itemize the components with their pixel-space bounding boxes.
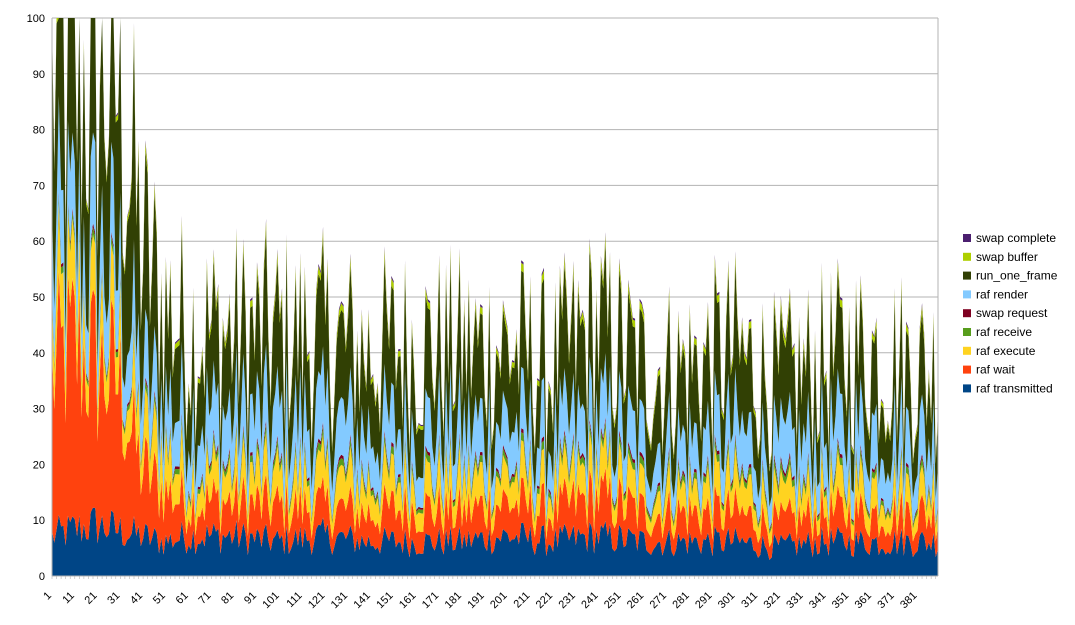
data-areas bbox=[52, 18, 938, 576]
area-raf-render bbox=[52, 95, 938, 530]
axes bbox=[51, 18, 939, 579]
x-tick-label-1: 1 bbox=[41, 590, 54, 603]
legend-swatch-raf-receive bbox=[963, 328, 971, 336]
legend-swatch-raf-execute bbox=[963, 346, 971, 355]
area-raf-execute bbox=[52, 203, 938, 547]
y-tick-label-40: 40 bbox=[33, 348, 45, 360]
x-tick-label-321: 321 bbox=[761, 590, 782, 611]
legend-label-raf-receive: raf receive bbox=[976, 325, 1032, 339]
x-tick-label-81: 81 bbox=[219, 590, 236, 607]
x-tick-label-141: 141 bbox=[352, 590, 373, 611]
y-tick-label-70: 70 bbox=[33, 180, 45, 192]
x-tick-label-211: 211 bbox=[512, 590, 533, 611]
x-tick-label-281: 281 bbox=[670, 590, 691, 611]
x-tick-label-201: 201 bbox=[488, 590, 509, 611]
area-raf-wait bbox=[52, 269, 938, 560]
x-tick-label-241: 241 bbox=[579, 590, 600, 611]
x-tick-label-341: 341 bbox=[807, 590, 828, 611]
legend-swatch-raf-transmitted bbox=[963, 384, 971, 393]
x-tick-label-311: 311 bbox=[739, 590, 760, 611]
x-tick-label-191: 191 bbox=[465, 590, 486, 611]
x-tick-label-91: 91 bbox=[242, 590, 259, 607]
x-tick-label-21: 21 bbox=[83, 590, 100, 607]
y-tick-label-30: 30 bbox=[33, 404, 45, 416]
x-tick-label-71: 71 bbox=[196, 590, 213, 607]
x-tick-label-361: 361 bbox=[853, 590, 874, 611]
x-tick-label-111: 111 bbox=[284, 590, 304, 610]
legend-swatch-swap-request bbox=[963, 309, 971, 318]
y-tick-label-100: 100 bbox=[27, 13, 45, 25]
legend-label-swap-request: swap request bbox=[976, 306, 1048, 320]
y-axis-tick-labels: 0 10 20 30 40 50 60 70 80 90 100 bbox=[27, 13, 45, 583]
x-tick-label-121: 121 bbox=[306, 590, 327, 611]
x-tick-label-181: 181 bbox=[443, 590, 464, 611]
x-tick-label-61: 61 bbox=[174, 590, 191, 607]
legend-swatch-raf-wait bbox=[963, 365, 971, 374]
x-tick-label-171: 171 bbox=[420, 590, 441, 611]
x-tick-label-371: 371 bbox=[875, 590, 896, 611]
x-tick-label-161: 161 bbox=[397, 590, 418, 611]
y-tick-label-90: 90 bbox=[33, 69, 45, 81]
x-tick-label-231: 231 bbox=[557, 590, 578, 611]
legend-label-swap-buffer: swap buffer bbox=[976, 250, 1038, 264]
x-tick-label-151: 151 bbox=[374, 590, 395, 611]
x-tick-label-221: 221 bbox=[534, 590, 555, 611]
y-tick-label-10: 10 bbox=[33, 515, 45, 527]
y-tick-label-60: 60 bbox=[33, 236, 45, 248]
legend-swatch-run-one-frame bbox=[963, 271, 971, 280]
x-tick-label-261: 261 bbox=[625, 590, 646, 611]
x-tick-label-291: 291 bbox=[693, 590, 714, 611]
y-tick-label-20: 20 bbox=[33, 459, 45, 471]
x-tick-label-131: 131 bbox=[329, 590, 350, 611]
legend-swatch-swap-buffer bbox=[963, 252, 971, 261]
x-tick-label-271: 271 bbox=[648, 590, 669, 611]
legend-label-raf-transmitted: raf transmitted bbox=[976, 381, 1053, 395]
legend-label-raf-render: raf render bbox=[976, 287, 1028, 301]
area-run-one-frame bbox=[52, 18, 938, 508]
x-tick-label-41: 41 bbox=[128, 590, 145, 607]
legend-label-swap-complete: swap complete bbox=[976, 231, 1056, 245]
legend-label-run-one-frame: run_one_frame bbox=[976, 269, 1058, 283]
x-tick-label-251: 251 bbox=[602, 590, 623, 611]
legend-label-raf-execute: raf execute bbox=[976, 344, 1036, 358]
x-tick-label-101: 101 bbox=[260, 590, 281, 611]
x-tick-label-31: 31 bbox=[105, 590, 122, 607]
x-tick-label-11: 11 bbox=[60, 590, 77, 607]
legend: swap complete swap buffer run_one_frameraf… bbox=[963, 231, 1058, 395]
y-tick-label-0: 0 bbox=[39, 571, 45, 583]
x-tick-label-351: 351 bbox=[830, 590, 851, 611]
x-tick-label-381: 381 bbox=[898, 590, 919, 611]
x-tick-label-301: 301 bbox=[716, 590, 737, 611]
x-tick-label-331: 331 bbox=[784, 590, 805, 611]
legend-swatch-swap-complete bbox=[963, 234, 971, 242]
x-tick-label-51: 51 bbox=[151, 590, 168, 607]
y-tick-label-50: 50 bbox=[33, 292, 45, 304]
legend-swatch-raf-render bbox=[963, 290, 971, 299]
legend-label-raf-wait: raf wait bbox=[976, 363, 1015, 377]
area-raf-transmitted bbox=[52, 507, 938, 576]
x-axis-tick-labels: 1 11 21 31 41 51 61 71 81 91 101 111 121 131 141 151 161… bbox=[41, 590, 919, 611]
y-tick-label-80: 80 bbox=[33, 125, 45, 137]
